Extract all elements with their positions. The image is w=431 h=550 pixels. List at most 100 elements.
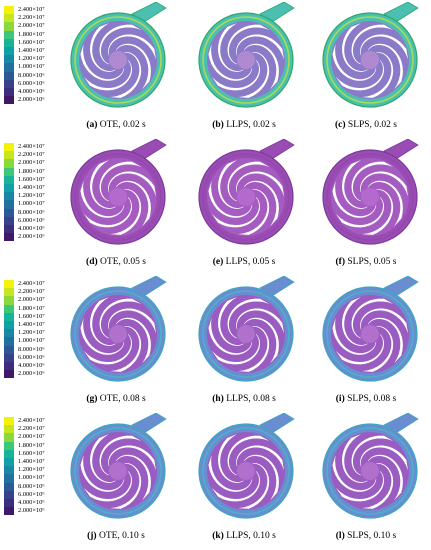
blade-channel: [351, 298, 394, 339]
blade-channel: [332, 180, 377, 218]
color-swatch: [4, 224, 14, 234]
color-swatch: [4, 329, 14, 338]
color-swatch: [4, 466, 14, 475]
pump-contour-image: [322, 276, 419, 382]
panel-caption-text: OTE, 0.10 s: [96, 531, 145, 541]
impeller-hub: [361, 325, 379, 343]
volute-ring: [326, 16, 414, 104]
impeller-hub: [109, 51, 127, 69]
blade-channel: [80, 454, 125, 492]
legend-tick-label: 1.800×10⁷: [18, 30, 45, 38]
legend-tick-label: 4.000×10⁶: [18, 225, 45, 232]
color-swatch: [4, 151, 14, 160]
color-swatch: [4, 474, 14, 483]
panel-caption-text: OTE, 0.08 s: [97, 394, 146, 404]
color-swatch: [4, 200, 14, 209]
panel-caption-text: LLPS, 0.02 s: [223, 120, 276, 130]
panel-caption-label: (b): [212, 120, 224, 130]
panel-caption-label: (f): [335, 257, 346, 267]
blade-channel: [218, 434, 244, 483]
legend-tick-label: 8.000×10⁶: [18, 482, 45, 490]
legend-tick-label: 6.000×10⁶: [18, 490, 45, 498]
panel-caption: (a) OTE, 0.02 s: [56, 120, 176, 130]
color-swatch: [4, 22, 14, 31]
contour-panel: [198, 413, 296, 523]
color-swatch: [4, 6, 14, 15]
blade-channel: [99, 24, 142, 65]
blade-channel: [110, 463, 142, 509]
legend-tick-label: 1.600×10⁷: [18, 449, 45, 457]
blade-channel: [342, 434, 368, 483]
panel-caption: (k) LLPS, 0.10 s: [184, 531, 304, 541]
legend-tick-label: 1.000×10⁷: [18, 63, 45, 71]
color-swatch: [4, 320, 14, 330]
figure-row-3: 2.400×10⁷ 2.200×10⁷ 2.000×10⁷ 1.800×10⁷ 1.60…: [0, 276, 431, 413]
legend-tick-label: 1.000×10⁷: [18, 337, 45, 345]
blade-channel: [332, 43, 377, 81]
blade-channel: [108, 34, 156, 60]
blade-channel: [351, 435, 394, 476]
legend-tick-label: 4.000×10⁶: [18, 362, 45, 369]
blade-channel: [360, 171, 408, 197]
panel-caption: (h) LLPS, 0.08 s: [184, 394, 304, 404]
figure-row-4: 2.400×10⁷ 2.200×10⁷ 2.000×10⁷ 1.800×10⁷ 1.60…: [0, 413, 431, 550]
impeller-hub: [109, 325, 127, 343]
blade-channel: [108, 445, 156, 471]
blade-channel: [332, 317, 377, 355]
color-swatch: [4, 233, 14, 242]
legend-tick-label: 2.200×10⁷: [18, 425, 45, 433]
legend-tick-label: 1.200×10⁷: [18, 466, 45, 474]
color-bar: [4, 143, 14, 242]
panel-caption: (d) OTE, 0.05 s: [56, 257, 176, 267]
pump-contour-image: [322, 413, 419, 519]
color-swatch: [4, 441, 14, 450]
legend-tick-label: 2.000×10⁷: [18, 296, 45, 304]
panel-caption: (e) LLPS, 0.05 s: [184, 257, 304, 267]
blade-channel: [236, 34, 284, 60]
blade-channel: [351, 24, 394, 65]
color-swatch: [4, 449, 14, 458]
color-swatch: [4, 14, 14, 23]
blade-channel: [80, 43, 125, 81]
volute-ring: [202, 153, 290, 241]
impeller-hub: [237, 462, 255, 480]
panel-caption: (c) SLPS, 0.02 s: [306, 120, 426, 130]
blade-channel: [208, 180, 253, 218]
legend-tick-label: 1.400×10⁷: [18, 47, 45, 54]
pump-contour-image: [70, 2, 167, 108]
panel-caption: (j) OTE, 0.10 s: [56, 531, 176, 541]
panel-caption-text: SLPS, 0.05 s: [345, 257, 397, 267]
legend-tick-label: 2.000×10⁷: [18, 22, 45, 30]
color-swatch: [4, 425, 14, 434]
contour-panel: [198, 276, 296, 386]
blade-channel: [342, 160, 368, 209]
legend-tick-label: 2.400×10⁷: [18, 417, 45, 424]
blade-channel: [362, 52, 394, 98]
panel-caption-label: (h): [212, 394, 224, 404]
color-swatch: [4, 192, 14, 201]
legend-tick-label: 6.000×10⁶: [18, 216, 45, 224]
pump-contour-image: [198, 2, 295, 108]
color-swatch: [4, 490, 14, 499]
contour-panel: [70, 139, 168, 249]
panel-caption-label: (g): [86, 394, 98, 404]
legend-tick-label: 1.200×10⁷: [18, 329, 45, 337]
panel-caption-label: (i): [335, 394, 345, 404]
blade-channel: [360, 308, 408, 334]
legend-tick-label: 2.000×10⁷: [18, 159, 45, 167]
contour-panel: [198, 2, 296, 112]
legend-tick-label: 2.400×10⁷: [18, 6, 45, 13]
panel-caption-text: SLPS, 0.10 s: [344, 531, 397, 541]
color-swatch: [4, 482, 14, 491]
pump-contour-image: [322, 139, 419, 245]
color-swatch: [4, 38, 14, 47]
pump-contour-image: [198, 413, 295, 519]
volute-ring: [74, 153, 162, 241]
panel-caption-label: (j): [87, 531, 97, 541]
pump-contour-image: [70, 413, 167, 519]
legend-tick-label: 4.000×10⁶: [18, 88, 45, 95]
blade-channel: [360, 445, 408, 471]
panel-caption-text: LLPS, 0.08 s: [223, 394, 276, 404]
legend-tick-label: 2.000×10⁶: [18, 507, 45, 515]
legend-tick-label: 1.400×10⁷: [18, 458, 45, 465]
